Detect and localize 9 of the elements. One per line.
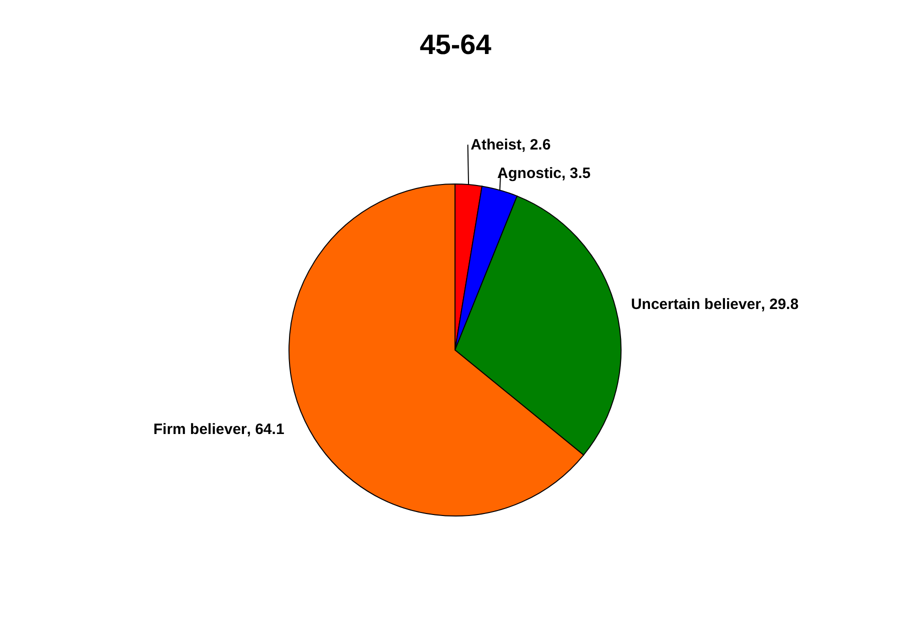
data-label: , 29.8 [761,296,799,314]
slice-label: Agnostic [497,164,562,182]
data-label: , 64.1 [246,420,284,438]
slice-label: Atheist [470,136,522,154]
slice-label: Uncertain believer [630,296,762,314]
data-label: , 3.5 [561,164,591,182]
chart-title: 45-64 [420,29,492,60]
data-label: , 2.6 [522,136,551,154]
slice-label: Firm believer [153,420,247,438]
